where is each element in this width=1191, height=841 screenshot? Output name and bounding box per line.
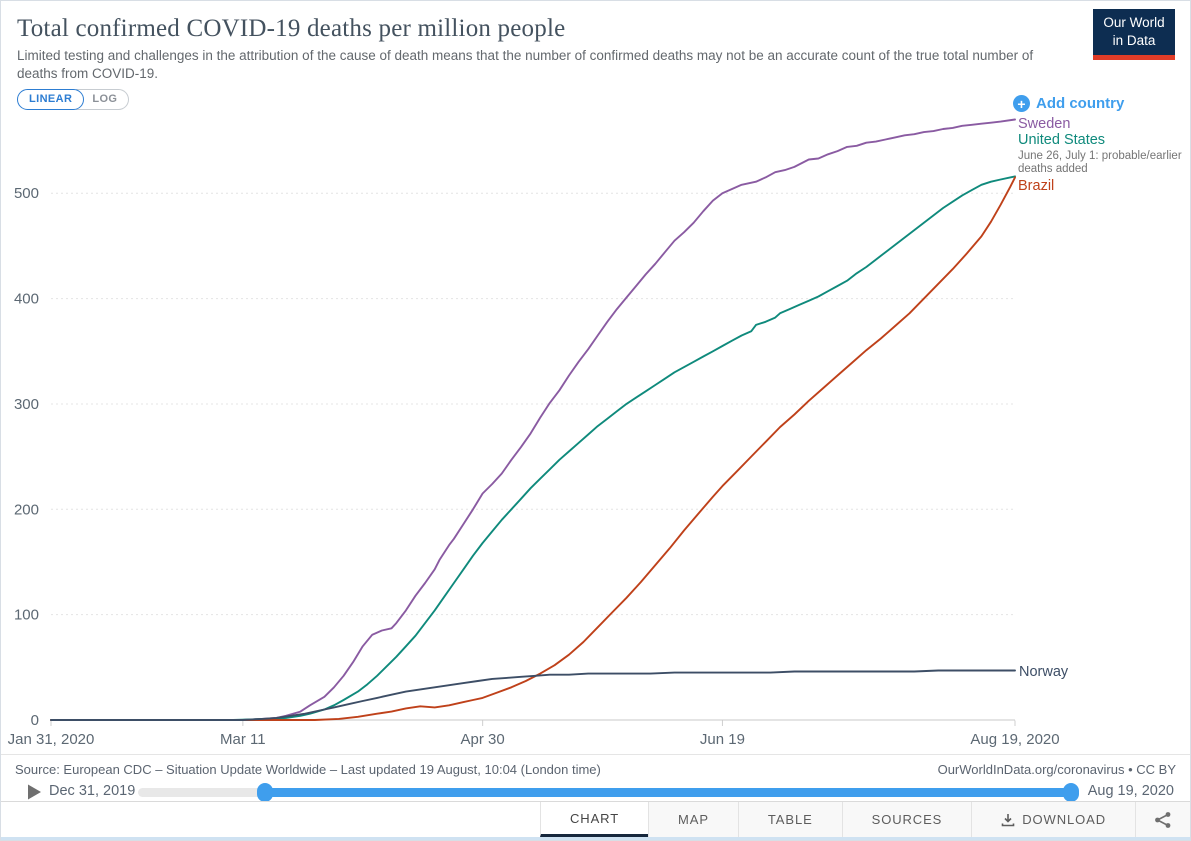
us-data-annotation: June 26, July 1: probable/earlier deaths… bbox=[1018, 149, 1182, 176]
x-tick-label: Jan 31, 2020 bbox=[8, 731, 95, 748]
tab-map[interactable]: MAP bbox=[648, 802, 738, 837]
source-suffix: – Last updated 19 August, 10:04 (London … bbox=[326, 762, 601, 777]
tab-table[interactable]: TABLE bbox=[737, 802, 842, 837]
x-tick-label: Aug 19, 2020 bbox=[970, 731, 1059, 748]
timeline-end-handle[interactable] bbox=[1063, 783, 1079, 802]
tab-chart[interactable]: CHART bbox=[540, 802, 649, 837]
x-tick-label: Apr 30 bbox=[461, 731, 505, 748]
add-country-label: Add country bbox=[1036, 95, 1125, 112]
license-label: • CC BY bbox=[1124, 762, 1176, 777]
owid-logo-line2: in Data bbox=[1112, 32, 1156, 48]
legend-item-norway[interactable]: Norway bbox=[1019, 664, 1069, 680]
add-country-button[interactable]: + Add country bbox=[1013, 95, 1124, 112]
y-tick-label: 400 bbox=[14, 291, 39, 308]
share-icon bbox=[1155, 811, 1171, 828]
y-tick-label: 0 bbox=[31, 712, 39, 729]
plus-circle-icon: + bbox=[1013, 95, 1030, 112]
x-tick-label: Jun 19 bbox=[700, 731, 745, 748]
timeline-end-label: Aug 19, 2020 bbox=[1087, 783, 1174, 799]
linear-scale-button[interactable]: LINEAR bbox=[17, 89, 85, 110]
owid-url-link[interactable]: OurWorldInData.org/coronavirus bbox=[937, 762, 1125, 777]
rights-line: OurWorldInData.org/coronavirus • CC BY bbox=[938, 762, 1176, 777]
footer: Source: European CDC – Situation Update … bbox=[1, 754, 1190, 781]
source-prefix: Source: bbox=[15, 762, 64, 777]
bottom-edge-strip bbox=[1, 837, 1190, 840]
tab-download-label: DOWNLOAD bbox=[1022, 812, 1106, 827]
play-button[interactable] bbox=[25, 783, 43, 801]
download-icon bbox=[1001, 813, 1015, 826]
legend: Sweden United States June 26, July 1: pr… bbox=[1018, 117, 1183, 194]
tab-download[interactable]: DOWNLOAD bbox=[971, 802, 1135, 837]
timeline-start-label: Dec 31, 2019 bbox=[49, 783, 136, 799]
owid-logo-line1: Our World bbox=[1103, 15, 1165, 30]
legend-item-united-states[interactable]: United States bbox=[1018, 131, 1106, 148]
timeline-track[interactable] bbox=[138, 783, 1079, 802]
source-line: Source: European CDC – Situation Update … bbox=[15, 762, 601, 777]
series-line-sweden[interactable] bbox=[50, 118, 1016, 721]
timeline-selected-range bbox=[265, 788, 1077, 797]
y-tick-label: 100 bbox=[14, 607, 39, 624]
tab-table-label: TABLE bbox=[767, 812, 813, 827]
source-link[interactable]: European CDC – Situation Update Worldwid… bbox=[63, 762, 327, 777]
chart-subtitle: Limited testing and challenges in the at… bbox=[17, 48, 1034, 81]
series-line-brazil[interactable] bbox=[50, 176, 1016, 721]
tab-bar: CHART MAP TABLE SOURCES DOWNLOAD bbox=[1, 801, 1190, 837]
series-line-united-states[interactable] bbox=[50, 175, 1016, 721]
tab-sources[interactable]: SOURCES bbox=[841, 802, 972, 837]
y-tick-label: 200 bbox=[14, 501, 39, 518]
tab-chart-label: CHART bbox=[570, 810, 620, 826]
log-scale-button[interactable]: LOG bbox=[76, 89, 130, 110]
timeline-start-handle[interactable] bbox=[257, 783, 273, 802]
share-button[interactable] bbox=[1135, 802, 1190, 837]
legend-item-brazil[interactable]: Brazil bbox=[1018, 177, 1055, 194]
owid-logo[interactable]: Our World in Data bbox=[1093, 9, 1175, 61]
scale-toggle: LINEAR LOG bbox=[17, 89, 130, 110]
legend-item-sweden[interactable]: Sweden bbox=[1018, 116, 1071, 132]
y-tick-label: 500 bbox=[14, 185, 39, 202]
tab-sources-label: SOURCES bbox=[871, 812, 943, 827]
x-tick-label: Mar 11 bbox=[220, 731, 266, 748]
timeline: Dec 31, 2019 Aug 19, 2020 bbox=[1, 780, 1190, 806]
page-title: Total confirmed COVID-19 deaths per mill… bbox=[17, 15, 566, 42]
series-line-norway[interactable] bbox=[50, 669, 1016, 721]
y-tick-label: 300 bbox=[14, 396, 39, 413]
tab-map-label: MAP bbox=[678, 812, 709, 827]
